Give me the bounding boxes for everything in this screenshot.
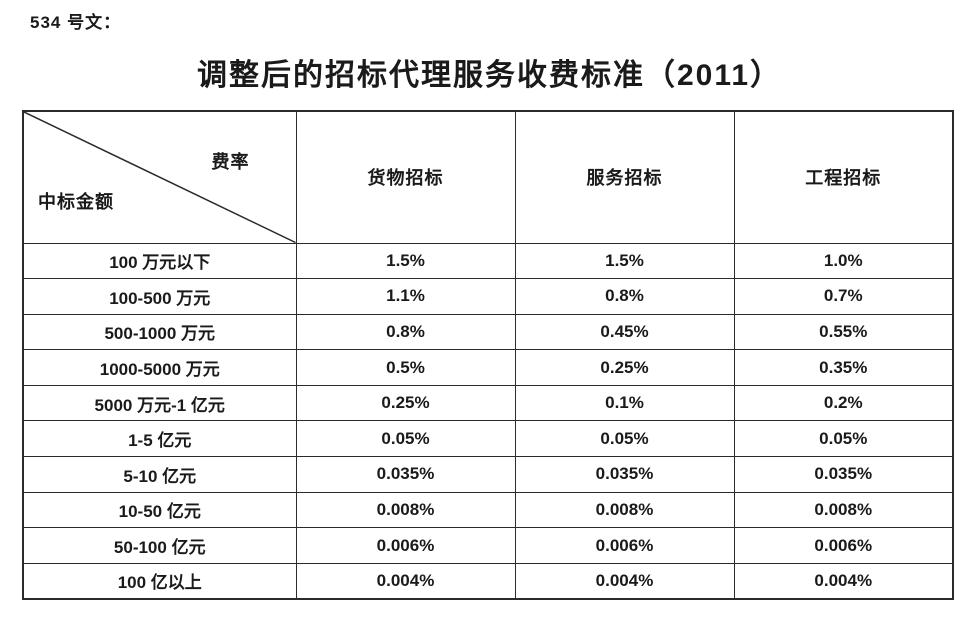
row-label: 1000-5000 万元	[22, 349, 297, 386]
rate-value: 1.0%	[733, 242, 954, 280]
rate-value: 1.5%	[514, 242, 735, 280]
rate-value: 0.008%	[295, 491, 516, 529]
rate-value: 1.5%	[295, 242, 516, 280]
table-row: 5000 万元-1 亿元 0.25% 0.1% 0.2%	[22, 384, 954, 422]
corner-header-cell: 费率 中标金额	[22, 110, 297, 244]
table-row: 1000-5000 万元 0.5% 0.25% 0.35%	[22, 349, 954, 386]
rate-value: 0.006%	[733, 527, 954, 564]
document-number-label: 534 号文：	[30, 13, 122, 32]
row-label: 1-5 亿元	[22, 420, 297, 458]
rate-value: 0.035%	[514, 456, 735, 493]
table-row: 100-500 万元 1.1% 0.8% 0.7%	[22, 278, 954, 315]
rate-value: 0.25%	[514, 349, 735, 386]
row-label: 100 亿以上	[22, 562, 297, 600]
corner-label-bid-amount: 中标金额	[38, 192, 114, 212]
row-label: 5000 万元-1 亿元	[22, 384, 297, 422]
table-row: 50-100 亿元 0.006% 0.006% 0.006%	[22, 527, 954, 564]
row-label: 50-100 亿元	[22, 527, 297, 564]
rate-value: 0.25%	[295, 384, 516, 422]
rate-value: 0.05%	[295, 420, 516, 458]
rate-value: 0.45%	[514, 313, 735, 351]
diagonal-divider-line	[24, 112, 296, 243]
row-label: 500-1000 万元	[22, 313, 297, 351]
rate-value: 0.035%	[295, 456, 516, 493]
table-row: 5-10 亿元 0.035% 0.035% 0.035%	[22, 456, 954, 493]
rate-value: 0.006%	[295, 527, 516, 564]
row-label: 10-50 亿元	[22, 491, 297, 529]
rate-value: 0.004%	[514, 562, 735, 600]
rate-value: 0.008%	[514, 491, 735, 529]
row-label: 100-500 万元	[22, 278, 297, 315]
rate-value: 0.8%	[295, 313, 516, 351]
page-title: 调整后的招标代理服务收费标准（2011）	[196, 59, 783, 92]
column-header-goods-bidding: 货物招标	[295, 110, 516, 244]
table-header-row: 费率 中标金额 货物招标 服务招标 工程招标	[22, 110, 954, 244]
rate-value: 0.006%	[514, 527, 735, 564]
rate-value: 0.1%	[514, 384, 735, 422]
column-header-engineering-bidding: 工程招标	[733, 110, 954, 244]
rate-value: 0.7%	[733, 278, 954, 315]
rate-value: 0.8%	[514, 278, 735, 315]
rate-value: 0.2%	[733, 384, 954, 422]
rate-value: 0.004%	[733, 562, 954, 600]
rate-value: 0.004%	[295, 562, 516, 600]
column-header-service-bidding: 服务招标	[514, 110, 735, 244]
table-row: 10-50 亿元 0.008% 0.008% 0.008%	[22, 491, 954, 529]
rate-value: 0.008%	[733, 491, 954, 529]
fee-rate-table: 费率 中标金额 货物招标 服务招标 工程招标 100 万元以下 1.5% 1.5…	[22, 110, 954, 600]
rate-value: 0.5%	[295, 349, 516, 386]
table-row: 500-1000 万元 0.8% 0.45% 0.55%	[22, 313, 954, 351]
table-row: 1-5 亿元 0.05% 0.05% 0.05%	[22, 420, 954, 458]
rate-value: 0.05%	[733, 420, 954, 458]
table-row: 100 万元以下 1.5% 1.5% 1.0%	[22, 242, 954, 280]
corner-label-rate: 费率	[211, 152, 250, 172]
table-row: 100 亿以上 0.004% 0.004% 0.004%	[22, 562, 954, 600]
row-label: 100 万元以下	[22, 242, 297, 280]
rate-value: 1.1%	[295, 278, 516, 315]
rate-value: 0.035%	[733, 456, 954, 493]
rate-value: 0.05%	[514, 420, 735, 458]
rate-value: 0.55%	[733, 313, 954, 351]
row-label: 5-10 亿元	[22, 456, 297, 493]
rate-value: 0.35%	[733, 349, 954, 386]
